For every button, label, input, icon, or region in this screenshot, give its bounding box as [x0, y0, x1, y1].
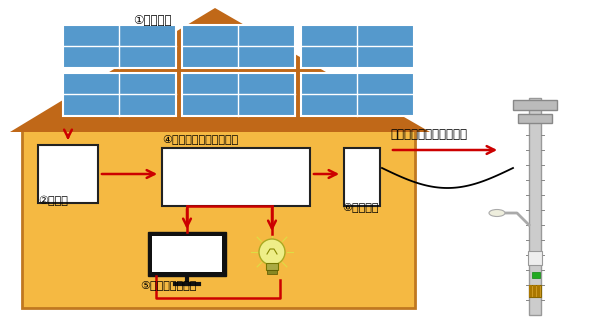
Bar [152, 236, 222, 272]
Bar [533, 285, 536, 297]
Bar [537, 285, 540, 297]
Bar [528, 251, 542, 265]
Bar [513, 100, 557, 110]
Bar [267, 270, 277, 274]
Ellipse shape [489, 210, 505, 216]
Bar [63, 73, 176, 116]
Text: ④パワーコンディショナ: ④パワーコンディショナ [162, 134, 238, 144]
Bar [344, 148, 380, 206]
Bar [266, 263, 278, 270]
Text: ⑤カラーモニター: ⑤カラーモニター [140, 280, 196, 290]
Bar [63, 25, 176, 68]
Bar [532, 272, 540, 278]
Polygon shape [10, 8, 430, 132]
Bar [301, 25, 414, 68]
Text: ②接続筱: ②接続筱 [38, 196, 68, 206]
Circle shape [259, 239, 285, 265]
Bar [529, 285, 532, 297]
Bar [162, 148, 310, 206]
Bar [182, 73, 295, 116]
Bar [148, 232, 226, 276]
Bar [518, 114, 552, 123]
Text: ①太陽電池: ①太陽電池 [133, 14, 171, 27]
Text: 余った電気が売電される: 余った電気が売電される [390, 128, 467, 141]
Bar [38, 145, 98, 203]
Bar [182, 25, 295, 68]
Bar [529, 98, 541, 315]
Text: ⑥電力量計: ⑥電力量計 [342, 202, 379, 212]
Bar [22, 130, 415, 308]
Bar [301, 73, 414, 116]
Bar [529, 285, 541, 297]
